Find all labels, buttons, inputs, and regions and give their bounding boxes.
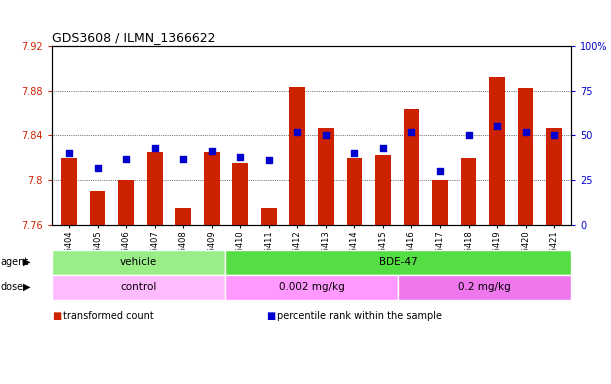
Text: ■: ■ [52, 311, 61, 321]
Point [349, 150, 359, 156]
Bar [518, 88, 533, 225]
Bar [225, 250, 571, 275]
Point [492, 123, 502, 129]
Point [264, 157, 274, 164]
Text: 0.2 mg/kg: 0.2 mg/kg [458, 282, 511, 292]
Text: ■: ■ [266, 311, 275, 321]
Text: percentile rank within the sample: percentile rank within the sample [277, 311, 442, 321]
Bar [204, 152, 219, 225]
Point [464, 132, 474, 138]
Bar [546, 127, 562, 225]
Bar [404, 109, 419, 225]
Bar [61, 158, 77, 225]
Point [207, 148, 217, 154]
Text: vehicle: vehicle [120, 257, 157, 267]
Bar [147, 152, 163, 225]
Text: ▶: ▶ [23, 282, 31, 292]
Point [150, 145, 159, 151]
Text: control: control [120, 282, 156, 292]
Text: 0.002 mg/kg: 0.002 mg/kg [279, 282, 345, 292]
Bar [346, 158, 362, 225]
Point [64, 150, 74, 156]
Text: ▶: ▶ [23, 257, 31, 267]
Bar [119, 180, 134, 225]
Text: dose: dose [1, 282, 24, 292]
Bar [398, 275, 571, 300]
Point [521, 129, 530, 135]
Point [93, 164, 103, 170]
Text: BDE-47: BDE-47 [379, 257, 417, 267]
Bar [225, 275, 398, 300]
Bar [461, 158, 477, 225]
Point [321, 132, 331, 138]
Point [121, 156, 131, 162]
Bar [432, 180, 448, 225]
Bar [232, 163, 248, 225]
Point [178, 156, 188, 162]
Bar [375, 156, 391, 225]
Bar [175, 208, 191, 225]
Bar [290, 88, 305, 225]
Point [435, 168, 445, 174]
Text: GDS3608 / ILMN_1366622: GDS3608 / ILMN_1366622 [52, 31, 216, 44]
Bar [261, 208, 277, 225]
Text: agent: agent [1, 257, 29, 267]
Point [293, 129, 302, 135]
Bar [52, 275, 225, 300]
Bar [52, 250, 225, 275]
Point [549, 132, 559, 138]
Bar [318, 127, 334, 225]
Text: transformed count: transformed count [63, 311, 154, 321]
Point [406, 129, 416, 135]
Point [235, 154, 245, 160]
Bar [90, 191, 106, 225]
Point [378, 145, 388, 151]
Bar [489, 77, 505, 225]
